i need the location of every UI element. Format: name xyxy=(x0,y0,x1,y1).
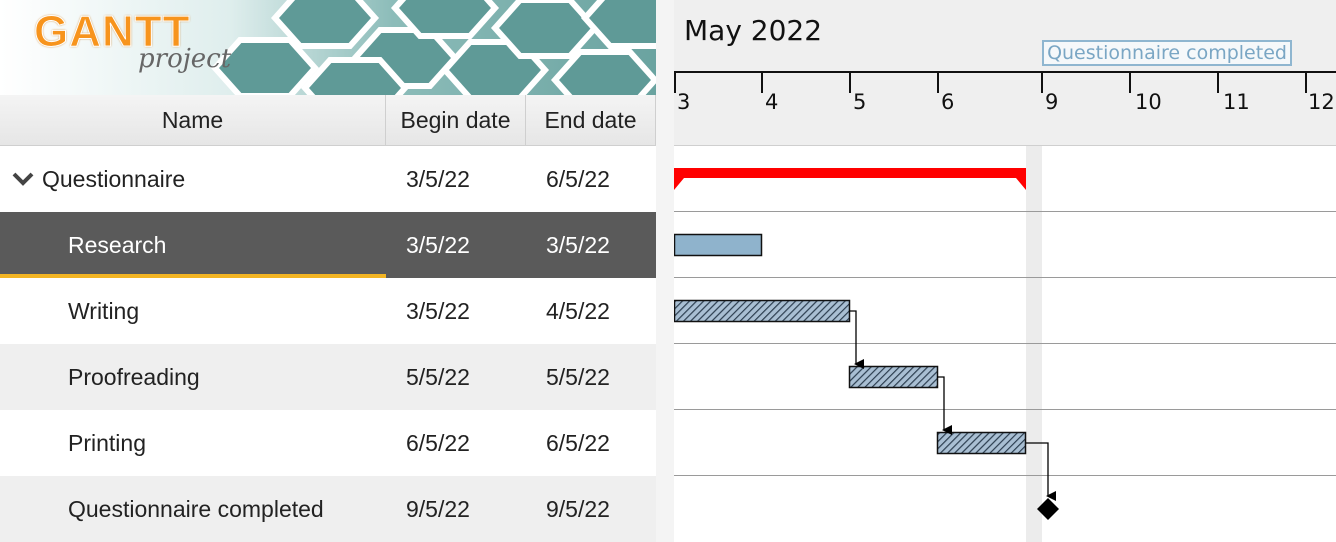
task-row-questionnaire[interactable]: Questionnaire 3/5/22 6/5/22 xyxy=(0,146,656,212)
day-label: 10 xyxy=(1135,90,1162,114)
gantt-bars-area xyxy=(674,146,1336,542)
day-tick xyxy=(937,71,939,93)
task-end-date: 9/5/22 xyxy=(546,495,610,522)
milestone-diamond xyxy=(1037,498,1059,520)
timeline-axis xyxy=(674,71,1336,73)
dependency-arrow xyxy=(1026,442,1056,501)
task-table-panel: GANTT project Name Begin date End date Q… xyxy=(0,0,656,542)
dependency-arrow xyxy=(937,376,952,435)
column-header-name[interactable]: Name xyxy=(0,95,386,146)
day-label: 5 xyxy=(853,90,867,114)
column-header-name-label: Name xyxy=(161,106,224,133)
gantt-chart-panel: May 2022 Questionnaire completed 3 4 5 6… xyxy=(674,0,1336,542)
task-begin-date: 3/5/22 xyxy=(406,231,470,258)
day-label: 3 xyxy=(677,90,691,114)
task-end-date: 3/5/22 xyxy=(546,231,610,258)
task-name: Printing xyxy=(68,429,146,456)
summary-bar-questionnaire xyxy=(674,168,1026,190)
task-row-proofreading[interactable]: Proofreading 5/5/22 5/5/22 xyxy=(0,344,656,410)
task-end-date: 6/5/22 xyxy=(546,165,610,192)
task-name: Research xyxy=(68,231,167,258)
column-header-begin-label: Begin date xyxy=(400,106,511,133)
task-bar-proofreading xyxy=(848,365,939,389)
task-end-date: 5/5/22 xyxy=(546,363,610,390)
day-tick xyxy=(1129,71,1131,93)
day-label: 6 xyxy=(941,90,955,114)
column-header-end-label: End date xyxy=(544,106,637,133)
task-bar-research xyxy=(674,233,763,257)
task-end-date: 4/5/22 xyxy=(546,297,610,324)
task-bar-writing xyxy=(674,299,851,323)
logo-banner: GANTT project xyxy=(0,0,656,95)
day-tick xyxy=(761,71,763,93)
day-label: 12 xyxy=(1308,90,1335,114)
day-label: 4 xyxy=(765,90,779,114)
column-header-end-date[interactable]: End date xyxy=(526,95,656,146)
task-bar-printing xyxy=(936,431,1027,455)
task-begin-date: 6/5/22 xyxy=(406,429,470,456)
dependency-arrow xyxy=(849,310,864,369)
milestone-label[interactable]: Questionnaire completed xyxy=(1042,40,1292,66)
day-label: 9 xyxy=(1045,90,1059,114)
day-label: 11 xyxy=(1223,90,1250,114)
task-name: Questionnaire completed xyxy=(68,495,324,522)
task-begin-date: 3/5/22 xyxy=(406,297,470,324)
task-row-questionnaire-completed[interactable]: Questionnaire completed 9/5/22 9/5/22 xyxy=(0,476,656,542)
task-row-research[interactable]: Research 3/5/22 3/5/22 xyxy=(0,212,656,278)
panel-splitter[interactable] xyxy=(656,0,674,542)
task-row-writing[interactable]: Writing 3/5/22 4/5/22 xyxy=(0,278,656,344)
task-end-date: 6/5/22 xyxy=(546,429,610,456)
task-begin-date: 5/5/22 xyxy=(406,363,470,390)
month-label: May 2022 xyxy=(684,14,823,47)
task-name: Questionnaire xyxy=(42,165,186,192)
ganttproject-logo: GANTT project xyxy=(34,7,232,75)
task-begin-date: 3/5/22 xyxy=(406,165,470,192)
day-tick xyxy=(1217,71,1219,93)
task-name: Proofreading xyxy=(68,363,200,390)
task-begin-date: 9/5/22 xyxy=(406,495,470,522)
task-row-printing[interactable]: Printing 6/5/22 6/5/22 xyxy=(0,410,656,476)
day-tick xyxy=(1041,71,1043,93)
selection-underline xyxy=(0,274,386,278)
day-tick xyxy=(1305,71,1307,93)
day-tick xyxy=(674,71,676,93)
day-tick xyxy=(849,71,851,93)
column-header-begin-date[interactable]: Begin date xyxy=(386,95,526,146)
task-name: Writing xyxy=(68,297,140,324)
chevron-down-icon[interactable] xyxy=(10,169,36,189)
timeline-header: May 2022 Questionnaire completed 3 4 5 6… xyxy=(674,0,1336,146)
